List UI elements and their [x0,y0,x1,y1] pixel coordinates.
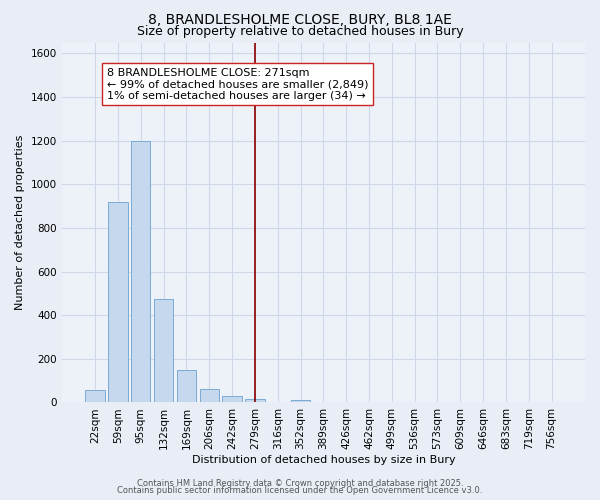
Bar [291,400,310,402]
Bar [177,370,196,402]
Bar [85,390,105,402]
Text: Contains HM Land Registry data © Crown copyright and database right 2025.: Contains HM Land Registry data © Crown c… [137,478,463,488]
Bar [245,399,265,402]
Text: 8 BRANDLESHOLME CLOSE: 271sqm
← 99% of detached houses are smaller (2,849)
1% of: 8 BRANDLESHOLME CLOSE: 271sqm ← 99% of d… [107,68,368,101]
Text: Contains public sector information licensed under the Open Government Licence v3: Contains public sector information licen… [118,486,482,495]
X-axis label: Distribution of detached houses by size in Bury: Distribution of detached houses by size … [191,455,455,465]
Text: Size of property relative to detached houses in Bury: Size of property relative to detached ho… [137,25,463,38]
Bar [108,202,128,402]
Text: 8, BRANDLESHOLME CLOSE, BURY, BL8 1AE: 8, BRANDLESHOLME CLOSE, BURY, BL8 1AE [148,12,452,26]
Bar [154,299,173,403]
Y-axis label: Number of detached properties: Number of detached properties [15,135,25,310]
Bar [200,390,219,402]
Bar [223,396,242,402]
Bar [131,140,151,402]
